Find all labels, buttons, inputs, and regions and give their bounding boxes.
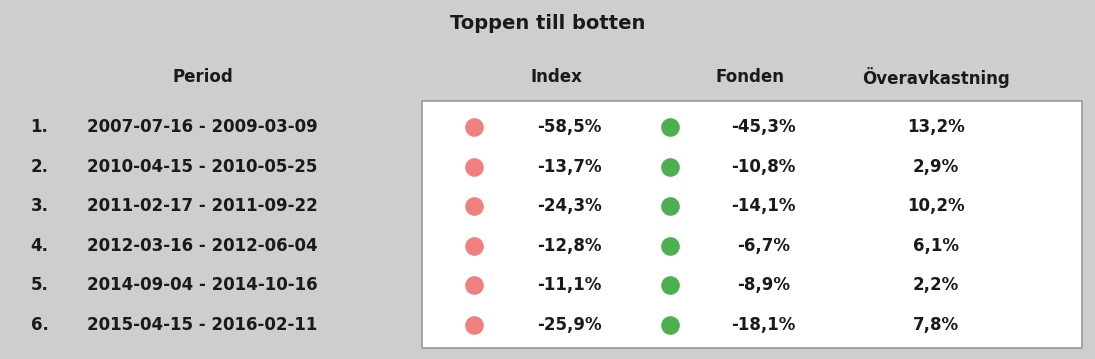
Text: 2007-07-16 - 2009-03-09: 2007-07-16 - 2009-03-09: [88, 118, 318, 136]
Text: 13,2%: 13,2%: [908, 118, 965, 136]
Text: 1.: 1.: [31, 118, 48, 136]
Text: 6,1%: 6,1%: [913, 237, 959, 255]
Point: [661, 164, 679, 170]
Text: 7,8%: 7,8%: [913, 316, 959, 334]
Text: -24,3%: -24,3%: [537, 197, 602, 215]
Point: [465, 125, 483, 130]
Point: [465, 283, 483, 288]
Point: [661, 204, 679, 209]
Point: [661, 125, 679, 130]
Text: -12,8%: -12,8%: [538, 237, 601, 255]
Text: -10,8%: -10,8%: [731, 158, 795, 176]
Text: 2,9%: 2,9%: [913, 158, 959, 176]
Text: 3.: 3.: [31, 197, 48, 215]
Text: -14,1%: -14,1%: [731, 197, 795, 215]
Text: -11,1%: -11,1%: [538, 276, 601, 294]
FancyBboxPatch shape: [422, 101, 1082, 348]
Text: 5.: 5.: [31, 276, 48, 294]
Text: -58,5%: -58,5%: [538, 118, 601, 136]
Text: -6,7%: -6,7%: [737, 237, 789, 255]
Text: 2015-04-15 - 2016-02-11: 2015-04-15 - 2016-02-11: [88, 316, 318, 334]
Text: 2.: 2.: [31, 158, 48, 176]
Text: 2,2%: 2,2%: [913, 276, 959, 294]
Text: Toppen till botten: Toppen till botten: [450, 14, 645, 33]
Point: [465, 164, 483, 170]
Text: -18,1%: -18,1%: [731, 316, 795, 334]
Text: Period: Period: [172, 68, 233, 86]
Text: 2010-04-15 - 2010-05-25: 2010-04-15 - 2010-05-25: [88, 158, 318, 176]
Text: -13,7%: -13,7%: [537, 158, 602, 176]
Point: [661, 322, 679, 328]
Text: 10,2%: 10,2%: [908, 197, 965, 215]
Point: [465, 204, 483, 209]
Point: [661, 283, 679, 288]
Text: Fonden: Fonden: [715, 68, 785, 86]
Text: Överavkastning: Överavkastning: [863, 67, 1010, 88]
Text: 2014-09-04 - 2014-10-16: 2014-09-04 - 2014-10-16: [88, 276, 318, 294]
Text: 2011-02-17 - 2011-09-22: 2011-02-17 - 2011-09-22: [88, 197, 318, 215]
Text: Index: Index: [530, 68, 583, 86]
Text: -45,3%: -45,3%: [730, 118, 796, 136]
Text: 6.: 6.: [31, 316, 48, 334]
Point: [465, 322, 483, 328]
Text: -8,9%: -8,9%: [737, 276, 789, 294]
Text: 2012-03-16 - 2012-06-04: 2012-03-16 - 2012-06-04: [88, 237, 318, 255]
Text: -25,9%: -25,9%: [537, 316, 602, 334]
Text: 4.: 4.: [31, 237, 48, 255]
Point: [465, 243, 483, 249]
Point: [661, 243, 679, 249]
